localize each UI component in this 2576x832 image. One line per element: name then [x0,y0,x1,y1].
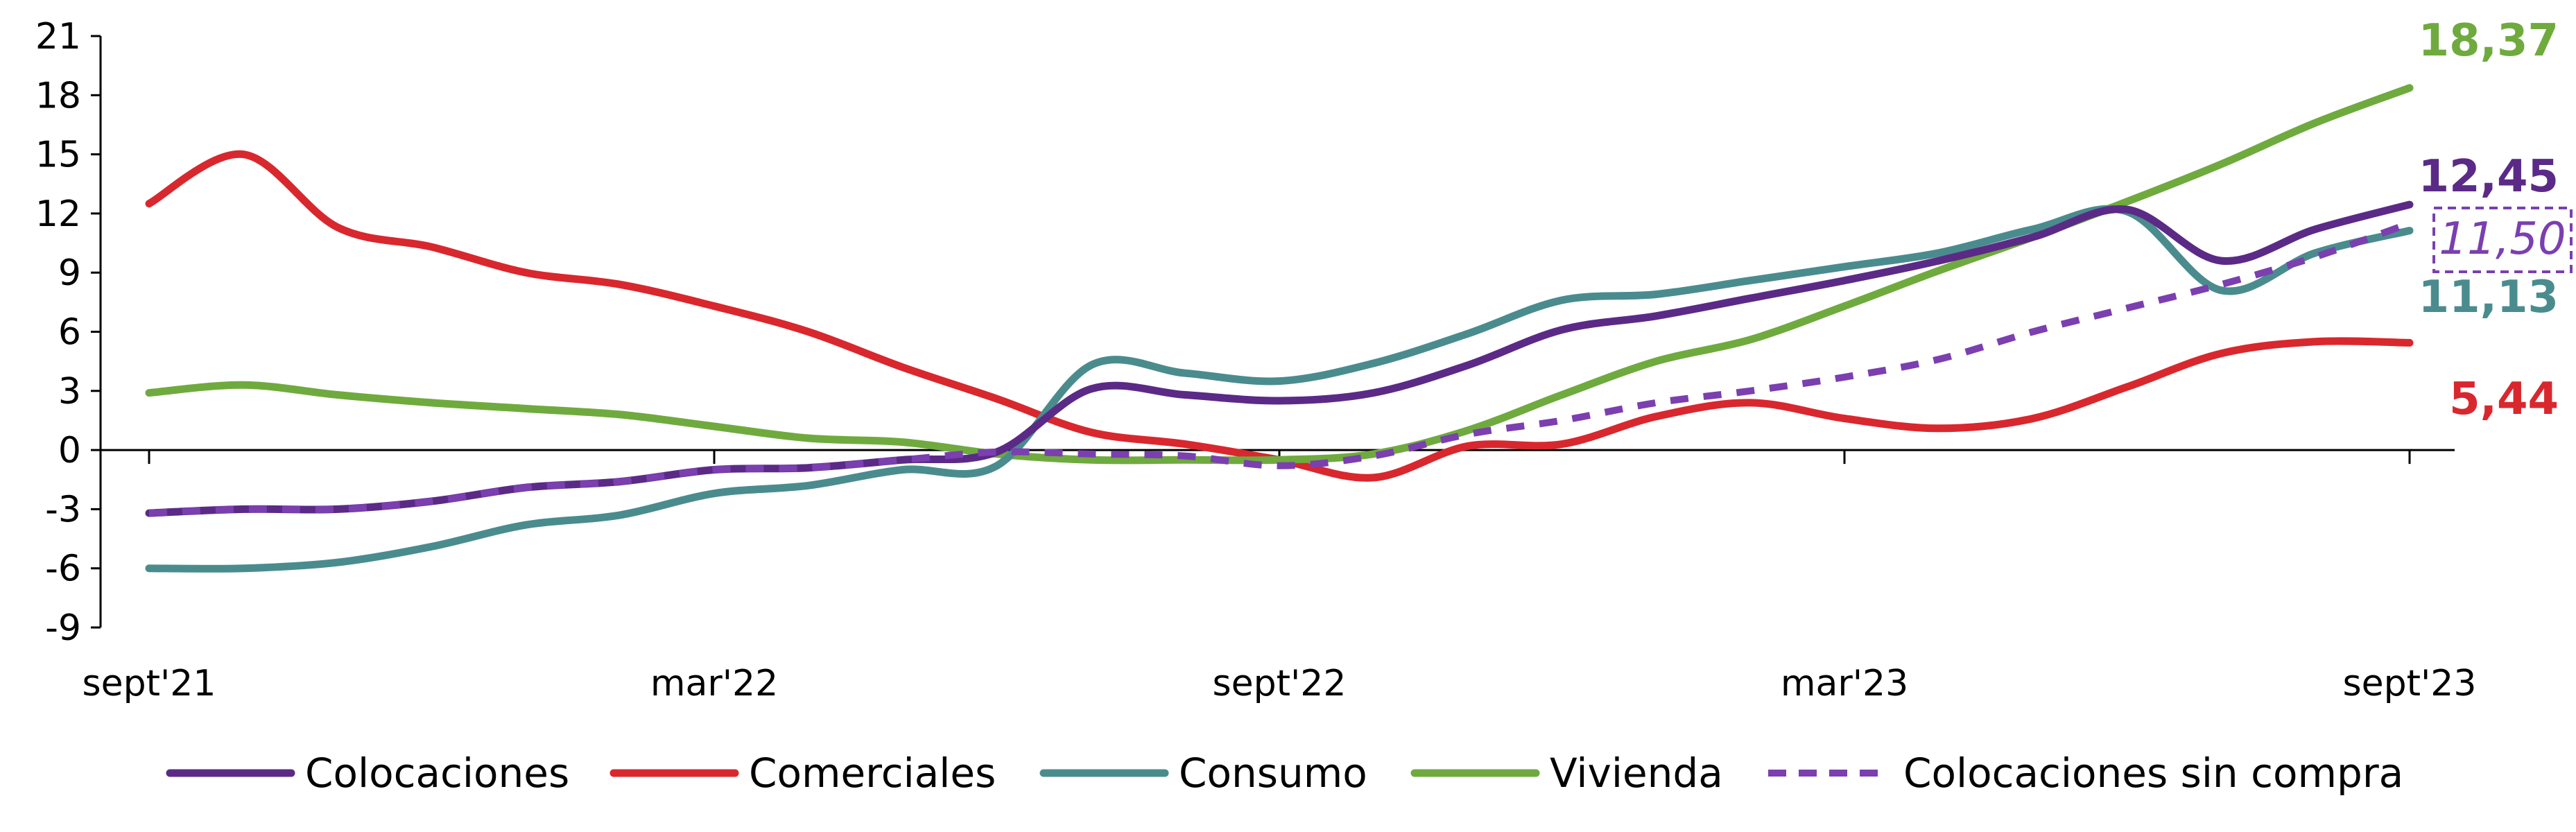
legend-label-vivienda: Vivienda [1550,749,1723,797]
legend-item-vivienda: Vivienda [1410,749,1723,797]
series-layer [145,84,2414,573]
x-tick-label: mar'22 [650,663,778,704]
y-tick-label: 15 [35,135,81,176]
y-axis: -9 -6 -3 0 3 6 9 12 15 18 21 [35,16,102,649]
y-tick-label: -9 [45,607,81,649]
y-tick-label: -3 [45,489,81,530]
legend-label-colocaciones: Colocaciones [305,749,569,797]
legend-label-consumo: Consumo [1179,749,1367,797]
end-labels: 18,37 12,45 11,50 11,13 5,44 [2419,15,2573,425]
x-axis: sept'21 mar'22 sept'22 mar'23 sept'23 [83,449,2477,704]
y-tick-label: 0 [58,430,81,471]
y-tick-label: 9 [58,252,81,294]
y-tick-label: 21 [35,16,81,58]
chart-legend: Colocaciones Comerciales Consumo Vivienda Co… [166,749,2403,797]
end-label-box [2432,207,2573,273]
end-label-colocaciones: 12,45 [2419,151,2559,202]
x-tick-label: mar'23 [1781,663,1908,704]
legend-label-colocaciones-sin-compra: Colocaciones sin compra [1903,749,2403,797]
y-tick-label: 6 [58,312,81,354]
legend-item-colocaciones-sin-compra: Colocaciones sin compra [1768,749,2403,797]
legend-item-comerciales: Comerciales [610,749,996,797]
series-line-comerciales [145,150,2414,482]
series-line-colocaciones-sin-compra [148,220,2411,517]
x-tick-label: sept'22 [1213,663,1347,704]
legend-item-colocaciones: Colocaciones [166,749,569,797]
end-label-consumo: 11,13 [2419,272,2559,323]
end-label-comerciales: 5,44 [2449,374,2559,425]
y-tick-label: 3 [58,371,81,413]
end-label-colocaciones-sin-compra: 11,50 [2439,214,2566,265]
end-label-vivienda: 18,37 [2419,15,2559,67]
legend-item-consumo: Consumo [1039,749,1367,797]
x-tick-label: sept'21 [83,663,216,704]
y-tick-label: -6 [45,548,81,590]
y-tick-label: 12 [35,193,81,235]
y-tick-label: 18 [35,75,81,116]
x-tick-label: sept'23 [2343,663,2477,704]
legend-label-comerciales: Comerciales [749,749,996,797]
series-line-consumo [145,205,2414,573]
